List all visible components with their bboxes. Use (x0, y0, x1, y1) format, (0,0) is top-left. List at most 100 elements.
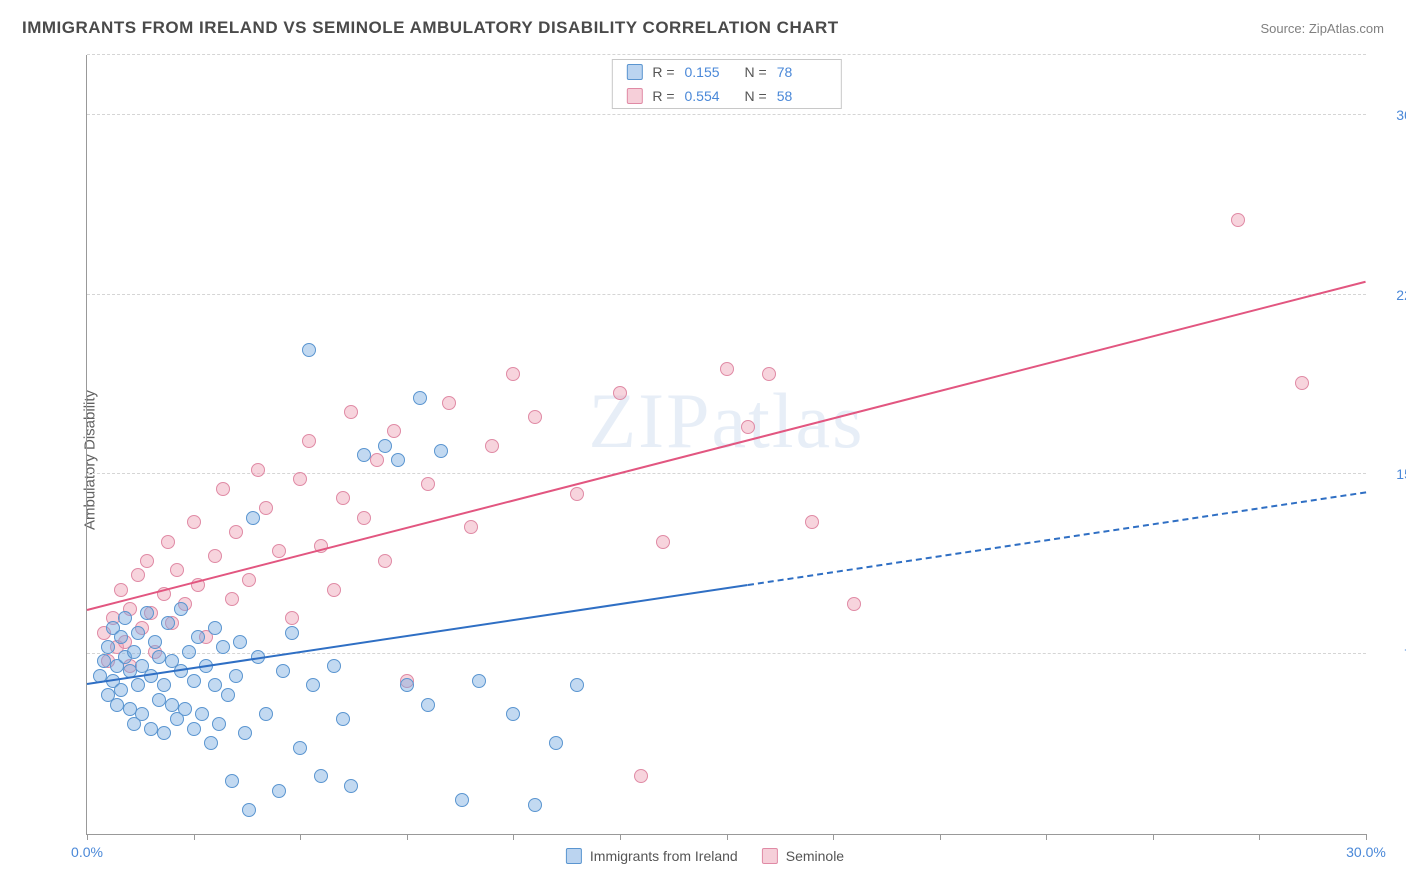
source-attribution: Source: ZipAtlas.com (1260, 21, 1384, 36)
data-point (208, 621, 222, 635)
x-tick-mark (87, 834, 88, 840)
data-point (114, 683, 128, 697)
data-point (327, 583, 341, 597)
n-value-a: 78 (777, 64, 827, 80)
data-point (187, 515, 201, 529)
data-point (216, 640, 230, 654)
legend-stats-row-a: R = 0.155 N = 78 (612, 60, 840, 84)
x-tick-mark (300, 834, 301, 840)
data-point (741, 420, 755, 434)
data-point (114, 630, 128, 644)
chart-container: Ambulatory Disability ZIPatlas R = 0.155… (30, 50, 1380, 870)
data-point (272, 784, 286, 798)
data-point (140, 554, 154, 568)
legend-series: Immigrants from Ireland Seminole (566, 848, 844, 864)
data-point (191, 630, 205, 644)
n-value-b: 58 (777, 88, 827, 104)
data-point (242, 803, 256, 817)
data-point (570, 487, 584, 501)
data-point (148, 635, 162, 649)
legend-stats: R = 0.155 N = 78 R = 0.554 N = 58 (611, 59, 841, 109)
data-point (370, 453, 384, 467)
gridline (87, 473, 1366, 474)
data-point (762, 367, 776, 381)
source-link[interactable]: ZipAtlas.com (1309, 21, 1384, 36)
y-tick-label: 22.5% (1376, 287, 1406, 303)
source-prefix: Source: (1260, 21, 1308, 36)
x-tick-mark (1153, 834, 1154, 840)
data-point (229, 525, 243, 539)
data-point (314, 769, 328, 783)
data-point (421, 477, 435, 491)
x-tick-mark (940, 834, 941, 840)
data-point (442, 396, 456, 410)
data-point (178, 702, 192, 716)
legend-label-a: Immigrants from Ireland (590, 848, 738, 864)
data-point (387, 424, 401, 438)
data-point (272, 544, 286, 558)
data-point (204, 736, 218, 750)
gridline (87, 54, 1366, 55)
data-point (302, 434, 316, 448)
data-point (455, 793, 469, 807)
plot-area: ZIPatlas R = 0.155 N = 78 R = 0.554 N = … (86, 55, 1366, 835)
data-point (285, 611, 299, 625)
x-tick-mark (1046, 834, 1047, 840)
data-point (251, 463, 265, 477)
data-point (302, 343, 316, 357)
x-tick-label: 30.0% (1346, 844, 1386, 860)
n-label: N = (745, 64, 767, 80)
data-point (570, 678, 584, 692)
data-point (285, 626, 299, 640)
gridline (87, 294, 1366, 295)
data-point (246, 511, 260, 525)
data-point (182, 645, 196, 659)
y-tick-label: 7.5% (1376, 646, 1406, 662)
r-value-b: 0.554 (685, 88, 735, 104)
trend-line-a (748, 492, 1366, 587)
swatch-series-b (762, 848, 778, 864)
data-point (216, 482, 230, 496)
data-point (101, 640, 115, 654)
data-point (421, 698, 435, 712)
data-point (1295, 376, 1309, 390)
data-point (187, 722, 201, 736)
data-point (549, 736, 563, 750)
data-point (229, 669, 243, 683)
data-point (378, 439, 392, 453)
x-tick-mark (407, 834, 408, 840)
data-point (357, 511, 371, 525)
data-point (378, 554, 392, 568)
data-point (238, 726, 252, 740)
data-point (114, 583, 128, 597)
data-point (293, 741, 307, 755)
swatch-series-a (626, 64, 642, 80)
data-point (276, 664, 290, 678)
data-point (233, 635, 247, 649)
data-point (1231, 213, 1245, 227)
data-point (391, 453, 405, 467)
y-tick-label: 15.0% (1376, 466, 1406, 482)
x-tick-label: 0.0% (71, 844, 103, 860)
legend-label-b: Seminole (786, 848, 844, 864)
r-value-a: 0.155 (685, 64, 735, 80)
data-point (400, 678, 414, 692)
trend-line-b (87, 281, 1366, 611)
data-point (259, 501, 273, 515)
x-tick-mark (1259, 834, 1260, 840)
data-point (413, 391, 427, 405)
data-point (336, 712, 350, 726)
x-tick-mark (620, 834, 621, 840)
data-point (306, 678, 320, 692)
data-point (434, 444, 448, 458)
x-tick-mark (833, 834, 834, 840)
chart-title: IMMIGRANTS FROM IRELAND VS SEMINOLE AMBU… (22, 18, 839, 38)
data-point (225, 592, 239, 606)
swatch-series-a (566, 848, 582, 864)
data-point (131, 678, 145, 692)
data-point (344, 779, 358, 793)
legend-item-b[interactable]: Seminole (762, 848, 844, 864)
legend-stats-row-b: R = 0.554 N = 58 (612, 84, 840, 108)
data-point (344, 405, 358, 419)
legend-item-a[interactable]: Immigrants from Ireland (566, 848, 738, 864)
